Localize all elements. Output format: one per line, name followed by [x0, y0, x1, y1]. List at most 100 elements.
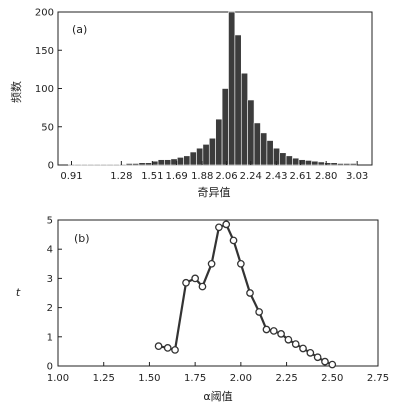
- line-y-tick-label: 4: [47, 245, 53, 256]
- histogram-x-tick-label: 0.91: [60, 171, 82, 182]
- histogram-bar: [138, 162, 146, 166]
- data-point: [246, 289, 254, 297]
- histogram-y-ticks: 0 50 100 150 200: [35, 8, 62, 172]
- histogram-bars: [68, 11, 357, 166]
- line-y-ticks: 0 1 2 3 4 5: [47, 216, 62, 373]
- histogram-x-tick-label: 3.03: [346, 171, 368, 182]
- histogram-bar: [336, 163, 344, 166]
- data-point: [313, 353, 322, 362]
- histogram-bar: [228, 11, 236, 166]
- histogram-bar: [247, 99, 255, 166]
- histogram-bar: [87, 163, 95, 166]
- data-point: [255, 308, 263, 316]
- histogram-bar: [106, 163, 114, 166]
- line-x-tick-label: 1.50: [138, 373, 160, 384]
- line-x-tick-label: 1.75: [184, 373, 206, 384]
- histogram-y-tick-label: 50: [41, 122, 54, 133]
- histogram-bar: [164, 159, 172, 166]
- line-x-tick-label: 2.00: [230, 373, 252, 384]
- histogram-bar: [349, 163, 357, 166]
- data-point: [182, 278, 190, 287]
- line-y-tick-label: 0: [47, 362, 53, 373]
- line-x-tick-label: 2.75: [367, 373, 389, 384]
- histogram-bar: [125, 163, 133, 166]
- line-y-tick-label: 5: [47, 216, 53, 227]
- histogram-bar: [208, 137, 216, 166]
- histogram-bar: [330, 162, 338, 166]
- histogram-x-tick-label: 2.43: [265, 171, 287, 182]
- histogram-bar: [279, 152, 287, 166]
- histogram-bar: [234, 34, 242, 166]
- histogram-x-tick-label: 2.80: [315, 171, 337, 182]
- histogram-panel: 0 50 100 150 200 0.91 1.28 1.51 1.69 1.88 2.06 2.2…: [9, 8, 373, 199]
- histogram-bar: [144, 162, 152, 166]
- histogram-bar: [304, 160, 312, 166]
- data-point: [284, 335, 293, 344]
- histogram-x-tick-label: 1.51: [141, 171, 163, 182]
- histogram-bar: [266, 140, 274, 166]
- data-point: [154, 342, 163, 350]
- histogram-bar: [157, 159, 165, 166]
- data-point: [299, 344, 307, 353]
- panel-label-a: (a): [72, 23, 87, 36]
- histogram-x-tick-label: 1.88: [191, 171, 213, 182]
- line-x-tick-label: 2.50: [321, 373, 343, 384]
- panel-label-b: (b): [74, 232, 90, 245]
- data-point: [207, 259, 216, 268]
- histogram-bar: [119, 163, 127, 166]
- histogram-x-ticks: 0.91 1.28 1.51 1.69 1.88 2.06 2.24 2.43 2.61 2.80…: [60, 161, 368, 182]
- data-point: [306, 349, 315, 357]
- histogram-bar: [311, 160, 319, 166]
- histogram-x-tick-label: 1.28: [110, 171, 132, 182]
- data-point: [328, 360, 337, 369]
- histogram-bar: [240, 72, 248, 166]
- data-point: [163, 344, 172, 352]
- histogram-bar: [132, 163, 140, 166]
- line-x-tick-label: 2.25: [275, 373, 297, 384]
- histogram-bar: [324, 162, 332, 166]
- line-frame: [57, 219, 379, 367]
- histogram-bar: [253, 122, 261, 166]
- histogram-bar: [221, 88, 229, 166]
- data-point: [269, 327, 278, 335]
- histogram-bar: [202, 144, 210, 166]
- histogram-bar: [183, 155, 191, 166]
- histogram-bar: [189, 151, 197, 166]
- histogram-bar: [215, 118, 223, 166]
- histogram-x-tick-label: 1.69: [165, 171, 187, 182]
- data-point: [237, 259, 245, 268]
- line-y-tick-label: 2: [47, 303, 53, 314]
- data-point: [171, 346, 179, 354]
- line-y-axis-label: t: [16, 286, 21, 299]
- histogram-x-axis-label: 奇异值: [198, 186, 231, 199]
- data-point: [215, 223, 223, 232]
- histogram-y-tick-label: 100: [35, 84, 54, 95]
- data-point: [222, 220, 231, 229]
- data-point: [198, 282, 207, 291]
- histogram-bar: [260, 132, 268, 166]
- data-point: [229, 236, 238, 245]
- histogram-x-tick-label: 2.61: [289, 171, 311, 182]
- histogram-bar: [317, 161, 325, 166]
- histogram-bar: [343, 163, 351, 166]
- data-point: [191, 274, 199, 283]
- t-series-points: [154, 220, 337, 369]
- histogram-y-tick-label: 0: [48, 161, 54, 172]
- t-series-line: [158, 223, 333, 366]
- data-point: [291, 340, 300, 348]
- histogram-bar: [74, 163, 82, 166]
- data-point: [321, 357, 329, 366]
- line-y-tick-label: 3: [47, 274, 53, 285]
- line-x-axis-label: α阈值: [203, 389, 232, 403]
- data-point: [277, 330, 285, 338]
- histogram-bar: [112, 163, 120, 166]
- histogram-bar: [292, 157, 300, 166]
- histogram-y-tick-label: 200: [35, 8, 54, 19]
- histogram-bar: [100, 163, 108, 166]
- histogram-bar: [176, 157, 184, 166]
- histogram-bar: [298, 159, 306, 166]
- histogram-y-axis-label: 频数: [9, 81, 23, 103]
- line-x-tick-label: 1.00: [47, 373, 69, 384]
